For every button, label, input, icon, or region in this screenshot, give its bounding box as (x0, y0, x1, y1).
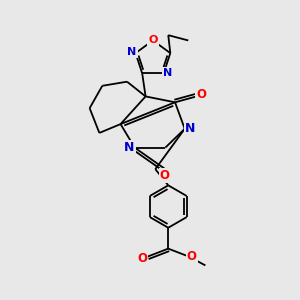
Text: O: O (196, 88, 206, 101)
Text: O: O (137, 252, 147, 265)
Text: N: N (124, 141, 135, 154)
Text: N: N (185, 122, 195, 135)
Text: O: O (148, 35, 158, 46)
Text: N: N (163, 68, 172, 78)
Text: O: O (160, 169, 170, 182)
Text: O: O (187, 250, 197, 262)
Text: N: N (128, 47, 137, 58)
